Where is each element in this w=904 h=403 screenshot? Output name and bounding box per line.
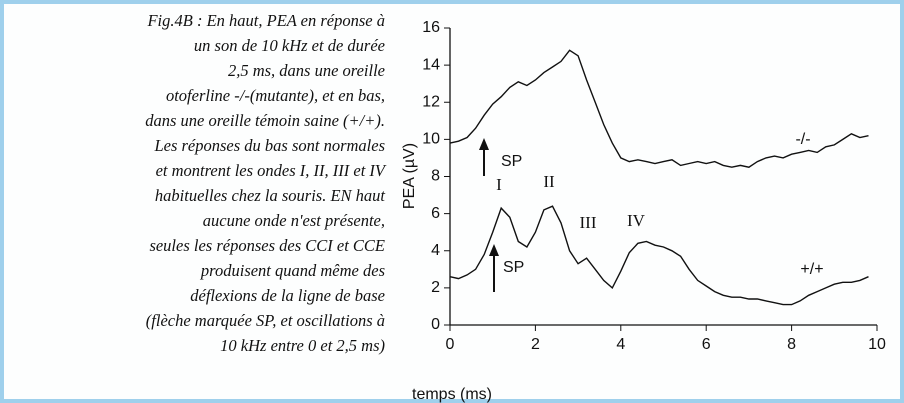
caption-line: habituelles chez la souris. EN haut [155, 186, 385, 205]
caption-line: otoferline -/-(mutante), et en bas, [166, 86, 385, 105]
caption-line: un son de 10 kHz et de durée [194, 36, 385, 55]
y-axis-label: PEA (µV) [401, 143, 418, 209]
caption-line: seules les réponses des CCI et CCE [149, 236, 385, 255]
y-tick-label: 14 [422, 56, 440, 73]
x-axis-label: temps (ms) [412, 386, 492, 403]
y-tick-label: 4 [431, 242, 440, 259]
line [449, 49, 869, 168]
annotation: I [496, 175, 502, 194]
arrow-head [489, 244, 499, 256]
x-tick-label: 4 [616, 336, 625, 353]
caption-line: 10 kHz entre 0 et 2,5 ms) [220, 336, 385, 355]
annotation: IV [627, 211, 646, 230]
y-tick-label: 0 [431, 316, 440, 333]
caption-line: Fig.4B : En haut, PEA en réponse à [146, 11, 385, 30]
series-label: +/+ [800, 261, 823, 278]
line [449, 205, 869, 306]
y-tick-label: 12 [422, 93, 440, 110]
caption-line: déflexions de la ligne de base [190, 286, 385, 305]
y-tick-label: 2 [431, 279, 440, 296]
caption-line: 2,5 ms, dans une oreille [228, 61, 385, 80]
y-tick-label: 16 [422, 19, 440, 36]
y-tick-label: 8 [431, 168, 440, 185]
caption-line: (flèche marquée SP, et oscillations à [146, 311, 385, 330]
caption-line: Les réponses du bas sont normales [153, 136, 385, 155]
y-tick-label: 10 [422, 131, 440, 148]
series-label: -/- [795, 131, 810, 148]
y-tick-label: 6 [431, 205, 440, 222]
annotation: SP [501, 153, 522, 170]
x-tick-label: 10 [868, 336, 886, 353]
arrow-head [479, 138, 489, 150]
annotation: III [580, 213, 597, 232]
caption-line: aucune onde n'est présente, [203, 211, 385, 230]
x-tick-label: 2 [531, 336, 540, 353]
annotation: SP [503, 259, 524, 276]
annotation: II [543, 172, 555, 191]
caption-line: produisent quand même des [200, 261, 385, 280]
caption-line: dans une oreille témoin saine (+/+). [145, 111, 385, 130]
x-tick-label: 0 [446, 336, 455, 353]
x-tick-label: 8 [787, 336, 796, 353]
x-tick-label: 6 [702, 336, 711, 353]
caption-line: et montrent les ondes I, II, III et IV [156, 161, 387, 180]
